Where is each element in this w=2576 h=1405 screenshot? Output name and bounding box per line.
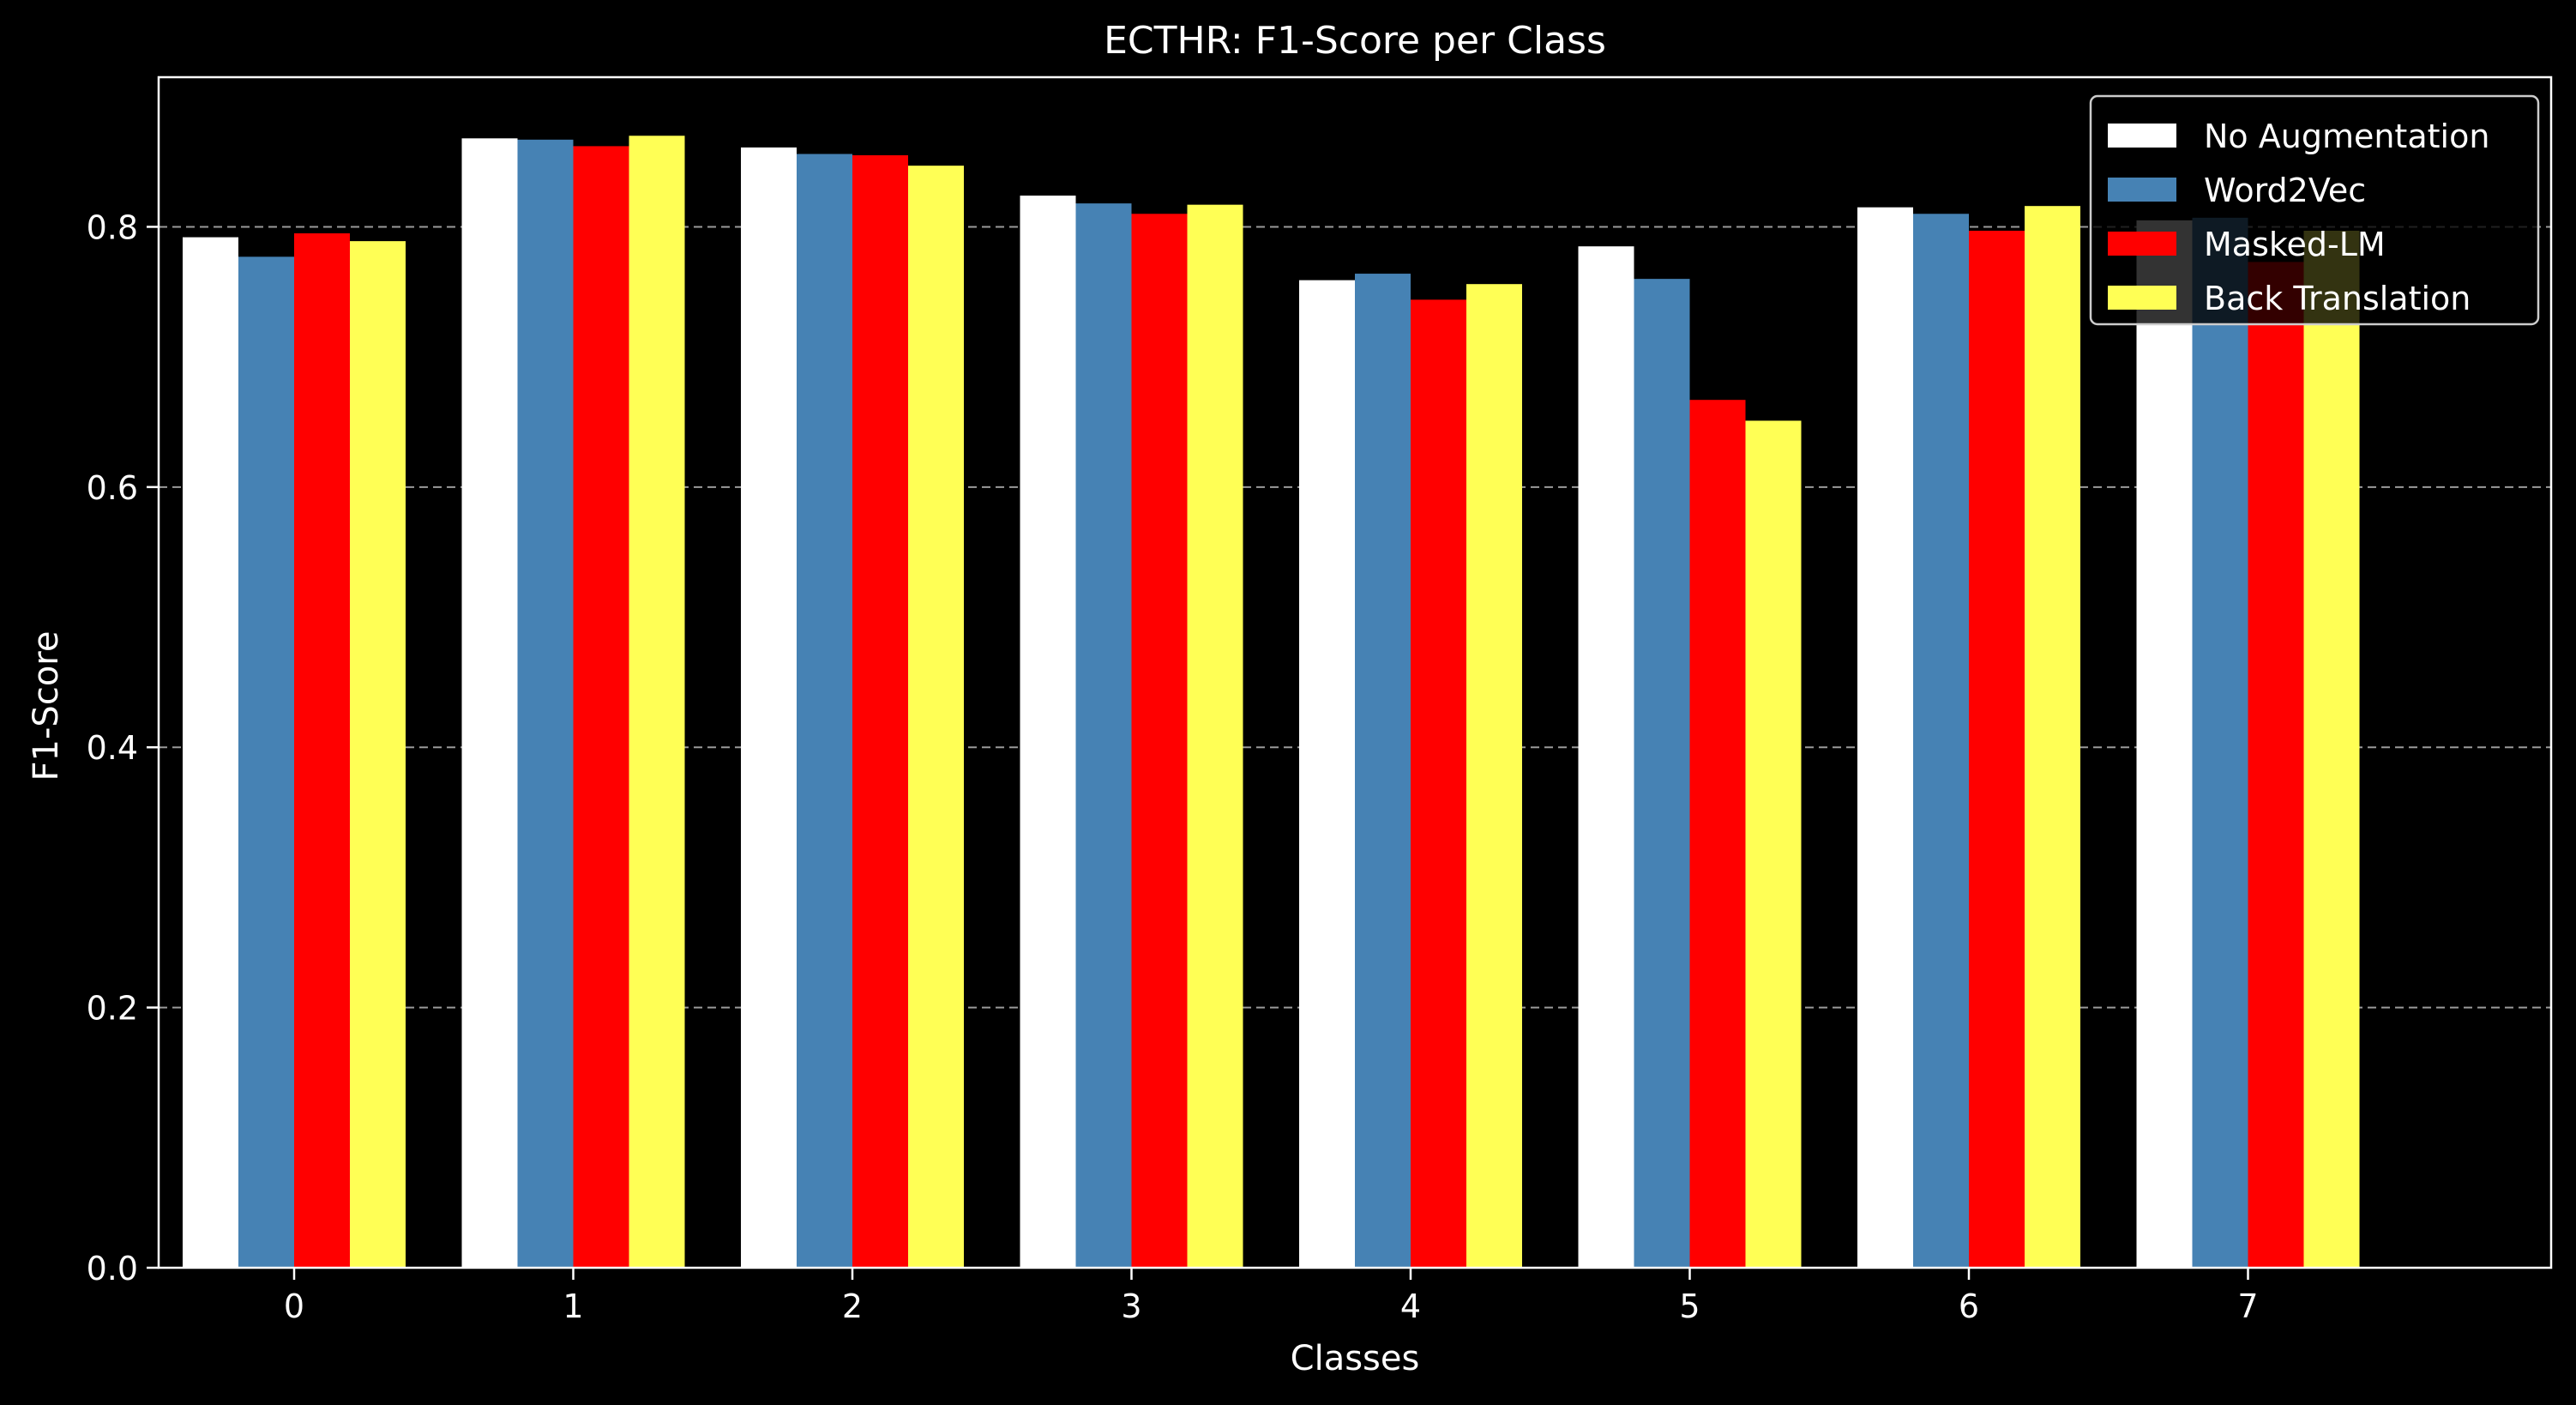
bar bbox=[1411, 299, 1466, 1268]
bar bbox=[1075, 203, 1132, 1268]
bar bbox=[294, 233, 350, 1269]
bars bbox=[183, 136, 2360, 1269]
legend-swatch bbox=[2108, 232, 2176, 256]
legend-label: Masked-LM bbox=[2204, 226, 2386, 263]
bar bbox=[2136, 220, 2193, 1268]
x-tick-label: 3 bbox=[1121, 1287, 1141, 1325]
bar bbox=[741, 147, 797, 1268]
legend-swatch bbox=[2108, 178, 2176, 202]
bar bbox=[2248, 262, 2304, 1268]
x-tick-label: 0 bbox=[284, 1287, 304, 1325]
y-axis: 0.0 0.2 0.4 0.6 0.8 bbox=[87, 208, 159, 1287]
x-tick-label: 1 bbox=[563, 1287, 583, 1325]
y-tick-label: 0.6 bbox=[87, 469, 138, 507]
legend-label: Back Translation bbox=[2204, 280, 2471, 317]
bar bbox=[1745, 420, 1802, 1268]
bar bbox=[517, 139, 574, 1268]
legend-label: No Augmentation bbox=[2204, 118, 2489, 155]
bar bbox=[1578, 246, 1634, 1269]
plot-frame bbox=[157, 75, 2553, 1269]
bar bbox=[1131, 214, 1188, 1268]
bar bbox=[629, 136, 685, 1268]
bar bbox=[1355, 274, 1411, 1269]
x-tick-label: 6 bbox=[1959, 1287, 1979, 1325]
bar bbox=[852, 155, 908, 1269]
bar bbox=[2192, 217, 2248, 1269]
legend: No Augmentation Word2Vec Masked-LM Back Tra… bbox=[2089, 94, 2540, 326]
x-tick-label: 4 bbox=[1400, 1287, 1421, 1325]
legend-swatch bbox=[2108, 124, 2176, 148]
bar bbox=[2025, 206, 2080, 1269]
bar bbox=[573, 146, 629, 1268]
x-tick-label: 7 bbox=[2237, 1287, 2258, 1325]
x-tick-label: 2 bbox=[842, 1287, 863, 1325]
bar bbox=[461, 138, 518, 1269]
bar bbox=[1187, 204, 1243, 1268]
x-tick-label: 5 bbox=[1679, 1287, 1700, 1325]
bar bbox=[1857, 207, 1913, 1269]
bar bbox=[1634, 279, 1690, 1268]
bar bbox=[1020, 196, 1076, 1269]
y-tick-label: 0.2 bbox=[87, 990, 138, 1028]
y-tick-label: 0.8 bbox=[87, 208, 138, 246]
y-tick-label: 0.4 bbox=[87, 729, 138, 767]
bar bbox=[1969, 230, 2025, 1268]
y-axis-label: F1-Score bbox=[27, 631, 66, 781]
chart-title: ECTHR: F1-Score per Class bbox=[1104, 19, 1606, 63]
bar bbox=[1299, 280, 1355, 1269]
bar bbox=[1689, 400, 1746, 1269]
bar bbox=[2303, 230, 2360, 1268]
x-axis-label: Classes bbox=[1291, 1339, 1420, 1378]
legend-label: Word2Vec bbox=[2204, 172, 2366, 209]
bar bbox=[350, 241, 406, 1269]
legend-box bbox=[2089, 94, 2540, 326]
bar bbox=[1913, 214, 1969, 1268]
bar bbox=[797, 154, 852, 1268]
bar bbox=[183, 237, 238, 1268]
bar bbox=[1466, 284, 1522, 1268]
bar bbox=[238, 256, 294, 1269]
bar bbox=[908, 166, 964, 1269]
legend-swatch bbox=[2108, 286, 2176, 310]
y-tick-label: 0.0 bbox=[87, 1250, 138, 1287]
x-axis: 0 1 2 3 4 5 6 7 bbox=[284, 1268, 2259, 1325]
